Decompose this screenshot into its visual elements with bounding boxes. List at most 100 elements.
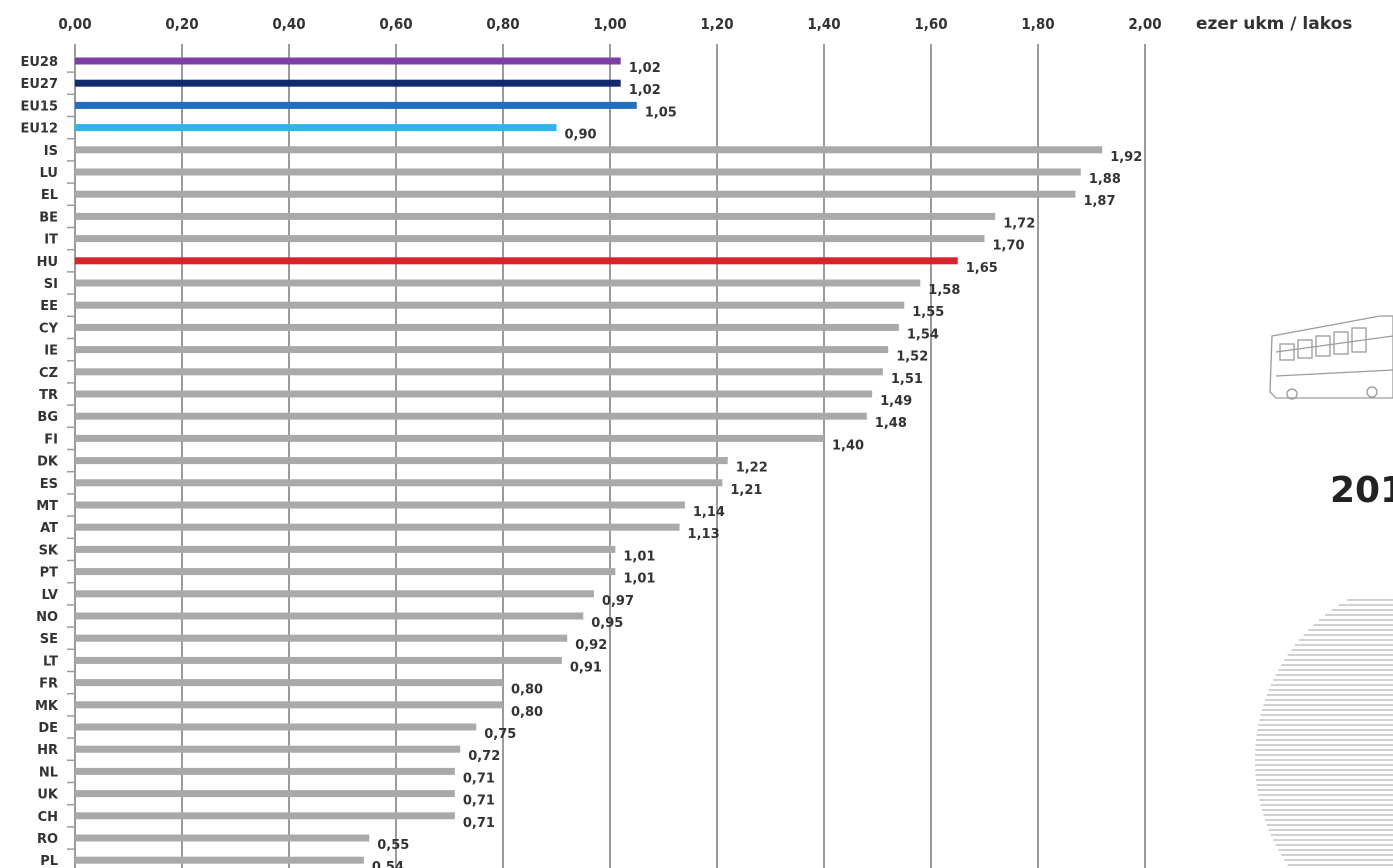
category-label: EU27 bbox=[20, 77, 58, 92]
category-label: AT bbox=[40, 521, 58, 536]
value-label: 1,22 bbox=[736, 461, 768, 476]
value-label: 1,01 bbox=[623, 549, 655, 564]
x-tick-label: 2,00 bbox=[1128, 15, 1161, 33]
category-label: EL bbox=[41, 188, 58, 203]
category-label: HU bbox=[37, 255, 58, 270]
category-label: HR bbox=[37, 743, 58, 758]
x-tick-label: 1,60 bbox=[914, 15, 947, 33]
category-label: EU28 bbox=[20, 55, 58, 70]
value-label: 1,13 bbox=[688, 527, 720, 542]
bar-mk bbox=[75, 701, 503, 709]
category-label: TR bbox=[39, 388, 58, 403]
x-tick-label: 0,20 bbox=[165, 15, 198, 33]
bar-ro bbox=[75, 834, 370, 842]
x-tick-label: 1,20 bbox=[700, 15, 733, 33]
value-label: 0,72 bbox=[468, 749, 500, 764]
bar-eu15 bbox=[75, 101, 637, 109]
category-label: CH bbox=[38, 810, 58, 825]
bar-el bbox=[75, 190, 1076, 198]
value-label: 0,80 bbox=[511, 683, 543, 698]
category-label: FI bbox=[44, 432, 58, 447]
value-label: 1,52 bbox=[896, 350, 928, 365]
bar-hu bbox=[75, 257, 958, 265]
category-label: FR bbox=[39, 677, 58, 692]
category-label: MT bbox=[36, 499, 58, 514]
category-label: BG bbox=[37, 410, 58, 425]
value-label: 1,40 bbox=[832, 438, 864, 453]
x-tick-label: 0,80 bbox=[486, 15, 519, 33]
bar-sk bbox=[75, 545, 616, 553]
bar-es bbox=[75, 479, 723, 487]
bar-uk bbox=[75, 790, 455, 798]
category-label: ES bbox=[40, 477, 58, 492]
bar-dk bbox=[75, 457, 728, 465]
value-label: 0,80 bbox=[511, 705, 543, 720]
bar-ie bbox=[75, 346, 889, 354]
bar-pt bbox=[75, 568, 616, 576]
grid-lines bbox=[74, 44, 1146, 868]
bar-fr bbox=[75, 679, 503, 687]
value-label: 1,54 bbox=[907, 327, 939, 342]
bus-icon bbox=[1269, 315, 1393, 400]
x-tick-label: 1,00 bbox=[593, 15, 626, 33]
side-panel: 201 bbox=[1255, 315, 1393, 866]
category-label: UK bbox=[37, 788, 59, 803]
value-label: 1,14 bbox=[693, 505, 725, 520]
bar-lv bbox=[75, 590, 594, 598]
value-label: 1,02 bbox=[629, 61, 661, 76]
bar-fi bbox=[75, 434, 824, 442]
bars bbox=[67, 57, 1103, 864]
value-label: 1,58 bbox=[928, 283, 960, 298]
category-label: PT bbox=[40, 566, 59, 581]
value-label: 0,90 bbox=[565, 128, 597, 143]
bar-bg bbox=[75, 412, 867, 420]
bar-lt bbox=[75, 656, 562, 664]
value-label: 1,51 bbox=[891, 372, 923, 387]
year-label: 201 bbox=[1330, 470, 1393, 511]
x-tick-label: 1,80 bbox=[1021, 15, 1054, 33]
striped-circle-graphic bbox=[1255, 599, 1393, 866]
category-label: CY bbox=[39, 321, 59, 336]
bar-ch bbox=[75, 812, 455, 820]
category-label: NL bbox=[39, 765, 58, 780]
category-label: LT bbox=[43, 654, 58, 669]
category-label: DE bbox=[38, 721, 58, 736]
category-label: SK bbox=[39, 543, 59, 558]
value-label: 0,71 bbox=[463, 816, 495, 831]
bar-si bbox=[75, 279, 921, 287]
category-label: NO bbox=[36, 610, 58, 625]
bar-lu bbox=[75, 168, 1081, 176]
x-tick-label: 0,00 bbox=[58, 15, 91, 33]
category-label: IT bbox=[44, 233, 58, 248]
bar-mt bbox=[75, 501, 685, 509]
value-label: 0,97 bbox=[602, 594, 634, 609]
category-label: MK bbox=[35, 699, 59, 714]
value-label: 1,01 bbox=[623, 572, 655, 587]
bar-eu28 bbox=[75, 57, 621, 65]
category-label: RO bbox=[37, 832, 58, 847]
bar-no bbox=[75, 612, 584, 620]
category-label: DK bbox=[37, 455, 59, 470]
bar-it bbox=[75, 235, 985, 243]
bar-eu12 bbox=[75, 124, 557, 132]
value-label: 0,91 bbox=[570, 660, 602, 675]
bar-pl bbox=[75, 856, 364, 864]
category-label: EU12 bbox=[20, 122, 58, 137]
x-tick-label: 0,60 bbox=[379, 15, 412, 33]
value-label: 1,87 bbox=[1083, 194, 1115, 209]
value-label: 0,95 bbox=[591, 616, 623, 631]
category-label: LV bbox=[41, 588, 58, 603]
value-label: 1,21 bbox=[730, 483, 762, 498]
category-label: BE bbox=[39, 210, 58, 225]
x-tick-label: 0,40 bbox=[272, 15, 305, 33]
value-label: 1,55 bbox=[912, 305, 944, 320]
value-label: 1,65 bbox=[966, 261, 998, 276]
x-axis-ticks: 0,00 0,20 0,40 0,60 0,80 1,00 1,20 1,40 1,60 1,80… bbox=[58, 15, 1161, 33]
value-label: 1,88 bbox=[1089, 172, 1121, 187]
bar-nl bbox=[75, 767, 455, 775]
bar-be bbox=[75, 212, 996, 220]
category-label: SI bbox=[44, 277, 58, 292]
value-label: 1,70 bbox=[993, 239, 1025, 254]
category-label: LU bbox=[40, 166, 58, 181]
